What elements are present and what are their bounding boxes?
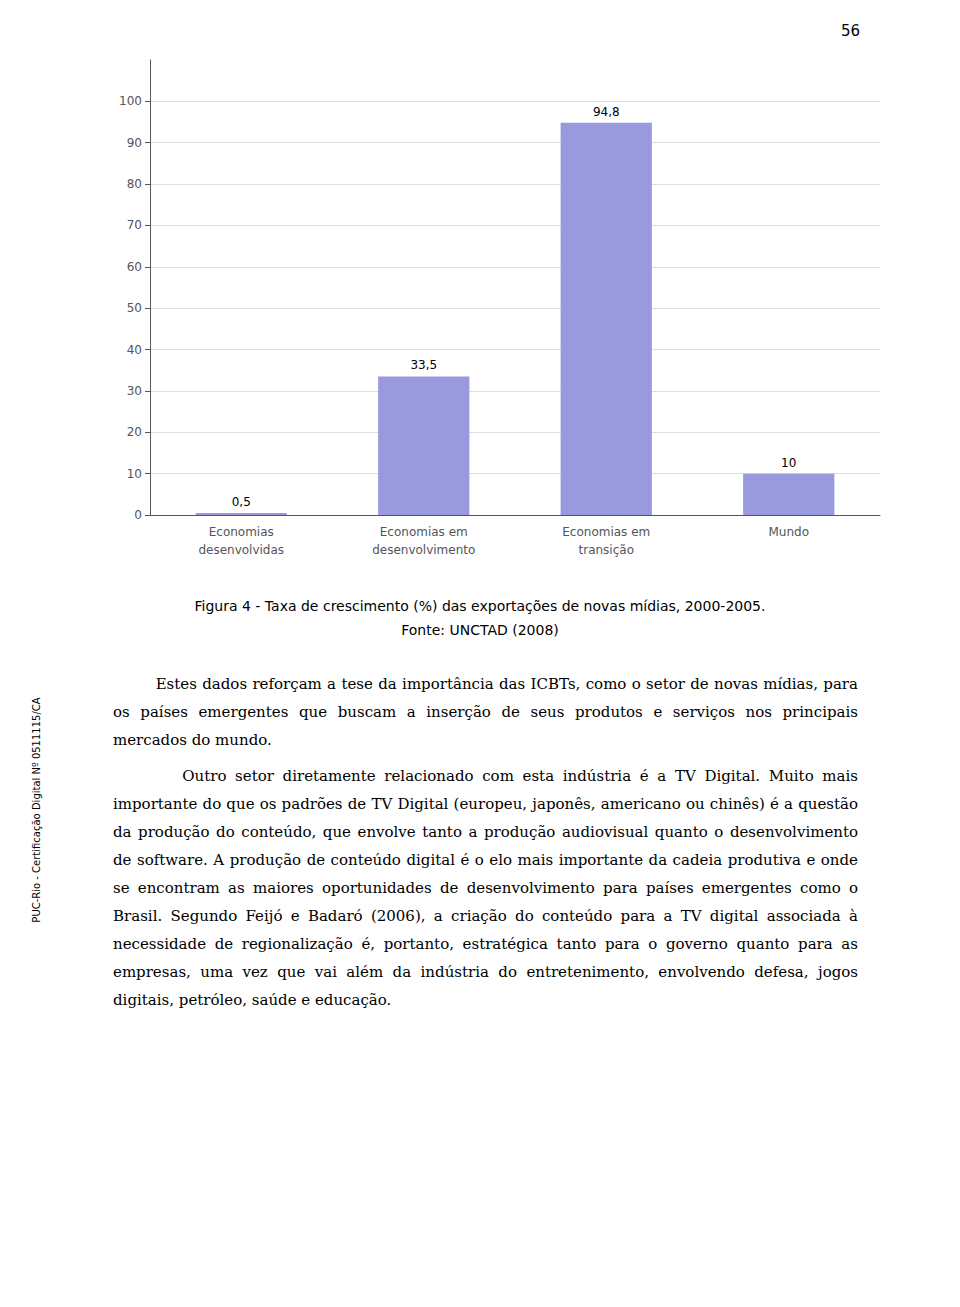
svg-text:desenvolvimento: desenvolvimento <box>372 543 475 557</box>
svg-text:40: 40 <box>127 343 142 357</box>
svg-text:Figura 4 - Taxa de crescimento: Figura 4 - Taxa de crescimento (%) das e… <box>195 598 766 614</box>
svg-text:Economias em: Economias em <box>562 525 650 539</box>
html-text:Estes dados reforçam a tese da: Estes dados reforçam a tese da importânc… <box>113 675 863 749</box>
html-text:PUC-Rio - Certificação Digital: PUC-Rio - Certificação Digital Nº 051111… <box>30 697 42 923</box>
svg-text:0: 0 <box>134 508 142 522</box>
svg-text:50: 50 <box>127 301 142 315</box>
svg-text:80: 80 <box>127 177 142 191</box>
svg-text:Mundo: Mundo <box>768 525 809 539</box>
svg-text:10: 10 <box>127 467 142 481</box>
svg-text:Fonte: UNCTAD (2008): Fonte: UNCTAD (2008) <box>401 622 559 638</box>
svg-text:60: 60 <box>127 260 142 274</box>
html-text:56: 56 <box>840 22 860 40</box>
svg-text:90: 90 <box>127 136 142 150</box>
svg-text:20: 20 <box>127 425 142 439</box>
html-text:Outro setor diretamente relaci: Outro setor diretamente relacionado com … <box>113 767 863 1009</box>
svg-text:33,5: 33,5 <box>410 358 437 372</box>
svg-text:Economias: Economias <box>209 525 274 539</box>
svg-text:70: 70 <box>127 218 142 232</box>
svg-text:100: 100 <box>119 94 142 108</box>
svg-text:94,8: 94,8 <box>593 105 620 119</box>
svg-text:0,5: 0,5 <box>232 495 251 509</box>
svg-text:desenvolvidas: desenvolvidas <box>198 543 284 557</box>
svg-text:transição: transição <box>579 543 634 557</box>
svg-text:10: 10 <box>781 456 796 470</box>
svg-text:30: 30 <box>127 384 142 398</box>
svg-text:Economias em: Economias em <box>380 525 468 539</box>
